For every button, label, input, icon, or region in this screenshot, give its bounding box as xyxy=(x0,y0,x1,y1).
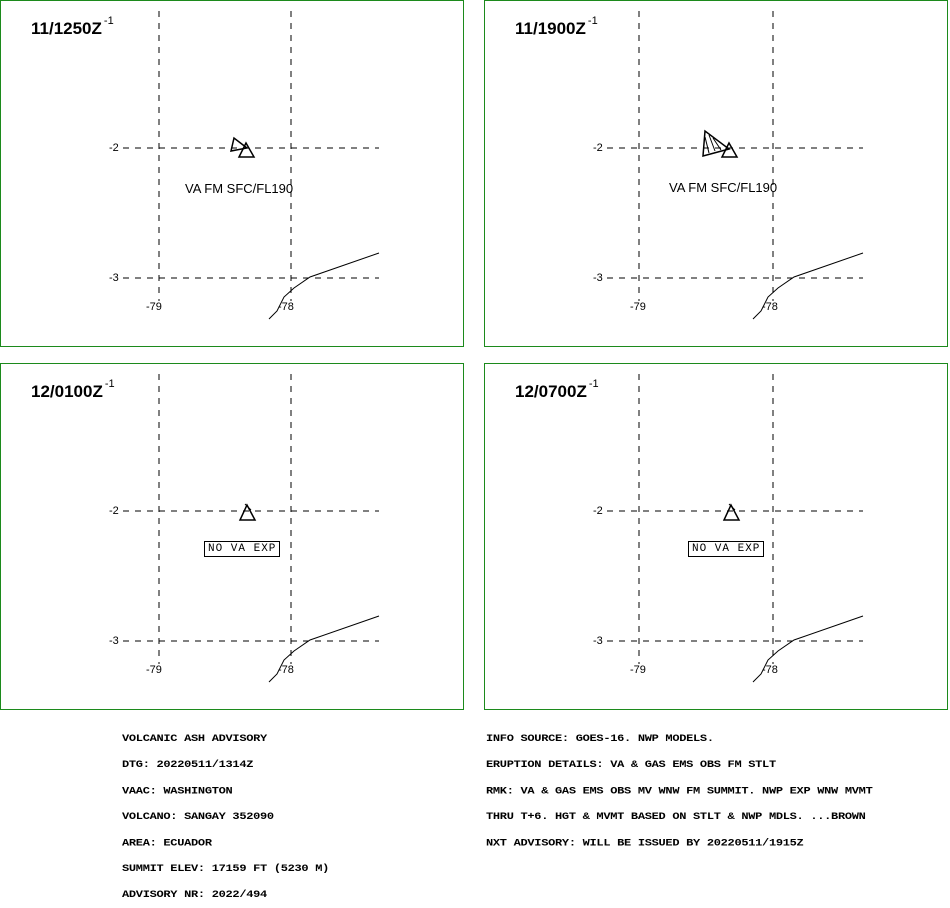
panel-time: 11/1250Z -1 xyxy=(31,15,114,38)
forecast-panel-3: 12/0100Z -1 -2 -3 -79 -78 NO VA EXP xyxy=(0,363,464,710)
lon-label: -79 xyxy=(630,664,646,676)
ash-cloud-hatch xyxy=(704,136,710,154)
forecast-panel-4: 12/0700Z -1 -2 -3 -79 -78 NO VA EXP xyxy=(484,363,948,710)
lon-label: -79 xyxy=(146,664,162,676)
lon-label: -78 xyxy=(278,664,294,676)
lon-label: -79 xyxy=(146,301,162,313)
panel-time: 12/0100Z -1 xyxy=(31,378,115,401)
ash-cloud-hatch xyxy=(708,134,716,152)
panel-time: 12/0700Z -1 xyxy=(515,378,599,401)
advisory-line: VOLCANIC ASH ADVISORY xyxy=(122,732,267,745)
advisory-line: ADVISORY NR: 2022/494 xyxy=(122,888,267,901)
advisory-line: SUMMIT ELEV: 17159 FT (5230 M) xyxy=(122,862,330,875)
lat-label: -3 xyxy=(109,272,119,284)
ash-mark xyxy=(728,503,736,511)
map-canvas xyxy=(123,11,380,320)
volcano-triangle-icon xyxy=(238,503,257,521)
advisory-header-block: VOLCANIC ASH ADVISORY DTG: 20220511/1314… xyxy=(122,717,329,908)
advisory-line: THRU T+6. HGT & MVMT BASED ON STLT & NWP… xyxy=(486,810,866,823)
advisory-line: NXT ADVISORY: WILL BE ISSUED BY 20220511… xyxy=(486,836,804,849)
no-va-expected-label: NO VA EXP xyxy=(688,541,765,557)
ash-cloud-polygon-icon xyxy=(230,136,249,152)
lat-label: -3 xyxy=(593,635,603,647)
no-va-expected-label: NO VA EXP xyxy=(204,541,281,557)
lat-label: -3 xyxy=(109,635,119,647)
ash-cloud-hatch xyxy=(712,137,722,151)
lat-label: -3 xyxy=(593,272,603,284)
map-canvas xyxy=(123,374,380,683)
forecast-panel-2: 11/1900Z -1 -2 -3 -79 -78 VA FM SFC/FL190 xyxy=(484,0,948,347)
lon-label: -79 xyxy=(630,301,646,313)
panel-time: 11/1900Z -1 xyxy=(515,15,598,38)
lat-label: -2 xyxy=(109,505,119,517)
va-height-label: VA FM SFC/FL190 xyxy=(669,180,778,195)
advisory-line: INFO SOURCE: GOES-16. NWP MODELS. xyxy=(486,732,714,745)
volcano-triangle-icon xyxy=(720,141,739,158)
va-height-label: VA FM SFC/FL190 xyxy=(185,181,294,196)
advisory-line: VOLCANO: SANGAY 352090 xyxy=(122,810,274,823)
volcano-triangle-icon xyxy=(237,141,256,158)
lat-label: -2 xyxy=(593,142,603,154)
coastline xyxy=(268,615,380,683)
coastline xyxy=(268,252,380,320)
advisory-line: VAAC: WASHINGTON xyxy=(122,784,233,797)
coastline xyxy=(752,252,864,320)
forecast-panel-1: 11/1250Z -1 -2 -3 -79 -78 VA FM SFC/FL190 xyxy=(0,0,464,347)
lon-label: -78 xyxy=(762,301,778,313)
ash-mark xyxy=(244,503,252,511)
lon-label: -78 xyxy=(278,301,294,313)
lon-label: -78 xyxy=(762,664,778,676)
advisory-line: DTG: 20220511/1314Z xyxy=(122,758,254,771)
advisory-details-block: INFO SOURCE: GOES-16. NWP MODELS. ERUPTI… xyxy=(486,717,873,856)
lat-label: -2 xyxy=(593,505,603,517)
volcano-triangle-icon xyxy=(722,503,741,521)
advisory-line: AREA: ECUADOR xyxy=(122,836,212,849)
lat-label: -2 xyxy=(109,142,119,154)
advisory-line: RMK: VA & GAS EMS OBS MV WNW FM SUMMIT. … xyxy=(486,784,873,797)
ash-cloud-polygon-icon xyxy=(702,129,731,158)
coastline xyxy=(752,615,864,683)
map-canvas xyxy=(607,374,864,683)
map-canvas xyxy=(607,11,864,320)
advisory-line: ERUPTION DETAILS: VA & GAS EMS OBS FM ST… xyxy=(486,758,776,771)
